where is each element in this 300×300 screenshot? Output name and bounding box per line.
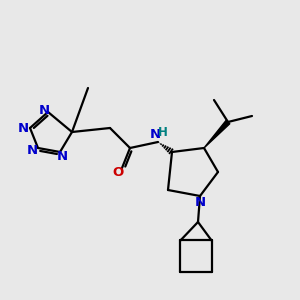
Text: N: N: [38, 103, 50, 116]
Text: N: N: [56, 151, 68, 164]
Text: O: O: [112, 167, 124, 179]
Text: H: H: [158, 125, 168, 139]
Text: N: N: [194, 196, 206, 208]
Text: N: N: [26, 143, 38, 157]
Text: N: N: [149, 128, 161, 142]
Text: N: N: [17, 122, 28, 134]
Polygon shape: [204, 120, 230, 148]
